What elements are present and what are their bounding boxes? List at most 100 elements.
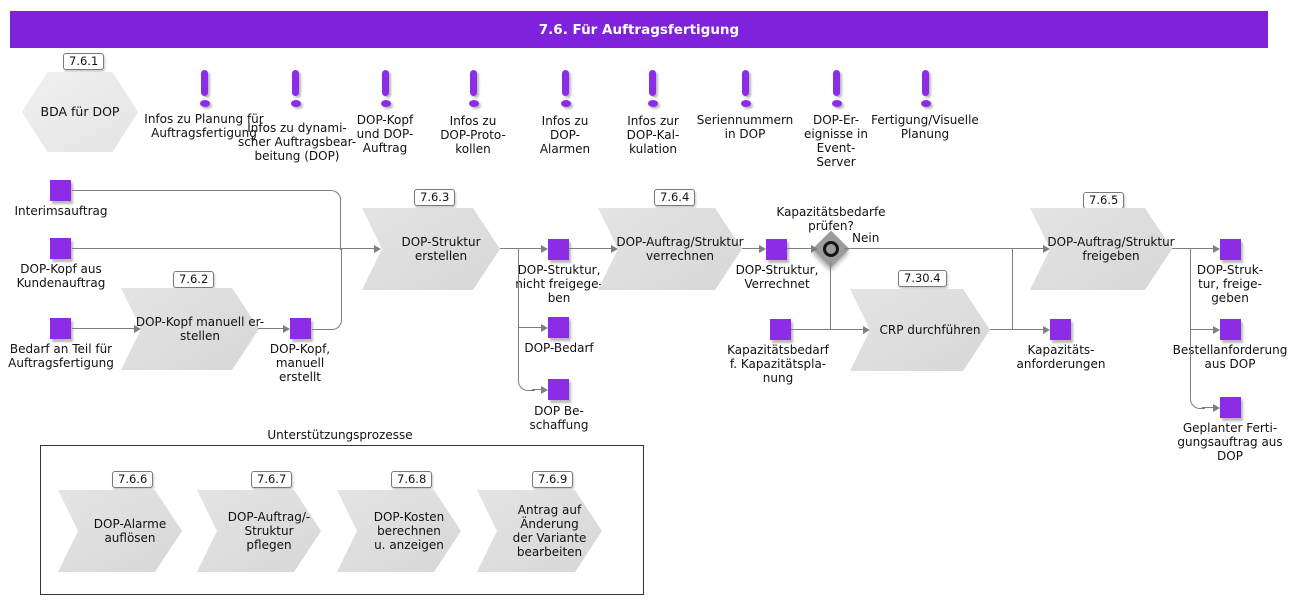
event-node-bestellanforderung[interactable] [1220,319,1241,340]
process-label: DOP-Kosten berechnen u. anzeigen [373,510,445,552]
start-event-label: BDA für DOP [40,104,120,119]
chevron-shape [850,289,990,371]
process-dop-alarme-aufloesen[interactable]: DOP-Alarme auflösen [58,490,182,572]
info-label: Infos zu DOP-Proto- kollen [440,114,506,156]
arrowhead [541,386,548,394]
process-label: DOP-Auftrag/-Struktur pflegen [227,510,311,552]
info-label: Seriennummern in DOP [696,113,794,141]
tag-7-6-4: 7.6.4 [654,189,696,206]
event-node-kapazitaetsbedarf[interactable] [770,319,791,340]
start-event-hexagon[interactable]: BDA für DOP [22,72,138,152]
connector-line [518,249,535,391]
support-box-title: Unterstützungsprozesse [267,428,413,442]
process-antrag-aenderung[interactable]: Antrag auf Änderung der Variante bearbei… [477,490,602,572]
process-label: Antrag auf Änderung der Variante bearbei… [512,503,587,559]
event-label: DOP-Struktur, nicht freigege- ben [515,263,603,305]
event-label: DOP-Struktur, Verrechnet [735,263,819,291]
exclamation-icon [832,70,842,110]
event-node-dop-bedarf[interactable] [548,317,569,338]
event-node-dop-kopf-manuell[interactable] [290,318,311,339]
connector-line [72,248,341,249]
event-label: DOP-Struk- tur, freige- geben [1196,263,1264,305]
info-label: Infos zu Planung für Auftragsfertigung [144,112,264,140]
exclamation-icon [561,70,571,110]
event-node-struktur-nicht-frei[interactable] [548,239,569,260]
exclamation-icon [469,70,479,110]
connector-line [532,389,542,390]
connector-line [1191,329,1214,330]
exclamation-icon [741,70,751,110]
chevron-shape [197,490,321,572]
process-dop-kosten-berechnen[interactable]: DOP-Kosten berechnen u. anzeigen [337,490,461,572]
tag-7-6-7: 7.6.7 [251,471,293,488]
connector-line [500,248,542,249]
tag-7-6-5: 7.6.5 [1083,192,1125,209]
decision-question: Kapazitätsbedarfe prüfen? [776,205,886,233]
chevron-shape [598,208,742,290]
arrowhead [611,245,618,253]
event-label: Interimsauftrag [14,204,108,218]
process-label: CRP durchführen [879,323,981,337]
process-dop-auftrag-freigeben[interactable]: DOP-Auftrag/Struktur freigeben [1030,208,1175,290]
connector-line [72,190,341,250]
event-label: DOP Be- schaffung [529,404,589,432]
process-dop-struktur-erstellen[interactable]: DOP-Struktur erstellen [362,208,500,290]
event-label: DOP-Bedarf [524,341,594,355]
event-label: Kapazitäts- anforderungen [1016,343,1106,371]
event-label: Bedarf an Teil für Auftragsfertigung [8,342,114,370]
hexagon-shape [22,72,138,152]
event-node-kapazitaetsanforderungen[interactable] [1050,319,1071,340]
info-label: Infos zu dynami- scher Auftragsbear- bei… [237,121,357,163]
arrowhead [863,326,870,334]
connector-line [830,262,831,329]
process-label: DOP-Alarme auflösen [93,517,167,545]
chevron-shape [337,490,461,572]
connector-line [569,248,612,249]
tag-7-6-3: 7.6.3 [414,189,456,206]
info-label: Infos zur DOP-Kal- kulation [626,114,680,156]
event-node-geplanter-auftrag[interactable] [1220,397,1241,418]
event-node-bedarf-teil[interactable] [50,318,71,339]
tag-7-30-4: 7.30.4 [898,270,947,287]
info-label: DOP-Er- eignisse in Event- Server [804,113,868,169]
process-label: DOP-Struktur erstellen [401,235,481,263]
event-node-dop-beschaffung[interactable] [548,379,569,400]
arrowhead [374,245,381,253]
exclamation-icon [921,70,931,110]
connector-line [990,329,1044,330]
page-title: 7.6. Für Auftragsfertigung [538,21,740,38]
connector-line [791,329,864,330]
chevron-shape [362,208,500,290]
process-dop-auftrag-verrechnen[interactable]: DOP-Auftrag/Struktur verrechnen [598,208,744,290]
exclamation-icon [200,70,210,110]
event-node-interimsauftrag[interactable] [50,180,71,201]
process-dop-kopf-manuell-erstellen[interactable]: DOP-Kopf manuell er- stellen [121,288,264,370]
connector-line [844,248,1044,249]
tag-7-6-8: 7.6.8 [391,471,433,488]
event-node-dop-kopf-kundenauftrag[interactable] [50,238,71,259]
info-label: DOP-Kopf und DOP- Auftrag [356,113,414,155]
title-bar: 7.6. Für Auftragsfertigung [10,11,1268,48]
process-crp-durchfuehren[interactable]: CRP durchführen [850,289,990,371]
event-label: Kapazitätsbedarf f. Kapazitätspla- nung [727,343,829,385]
arrowhead [134,325,141,333]
decision-no-label: Nein [852,231,880,245]
chevron-shape [1030,208,1172,290]
connector-line [519,327,542,328]
connector-line [340,248,376,249]
event-label: DOP-Kopf aus Kundenauftrag [16,262,106,290]
connector-line [1190,249,1205,409]
info-label: Fertigung/Visuelle Planung [871,113,979,141]
connector-line [312,249,342,330]
event-node-struktur-freigegeben[interactable] [1220,239,1241,260]
event-label: DOP-Kopf, manuell erstellt [269,342,331,384]
tag-7-6-9: 7.6.9 [532,471,574,488]
arrowhead [541,245,548,253]
connector-line [742,248,760,249]
exclamation-icon [648,70,658,110]
tag-7-6-6: 7.6.6 [112,471,154,488]
process-label: DOP-Kopf manuell er- stellen [135,315,265,343]
event-node-struktur-verrechnet[interactable] [766,239,787,260]
process-dop-auftrag-pflegen[interactable]: DOP-Auftrag/-Struktur pflegen [197,490,321,572]
tag-7-6-2: 7.6.2 [173,271,215,288]
